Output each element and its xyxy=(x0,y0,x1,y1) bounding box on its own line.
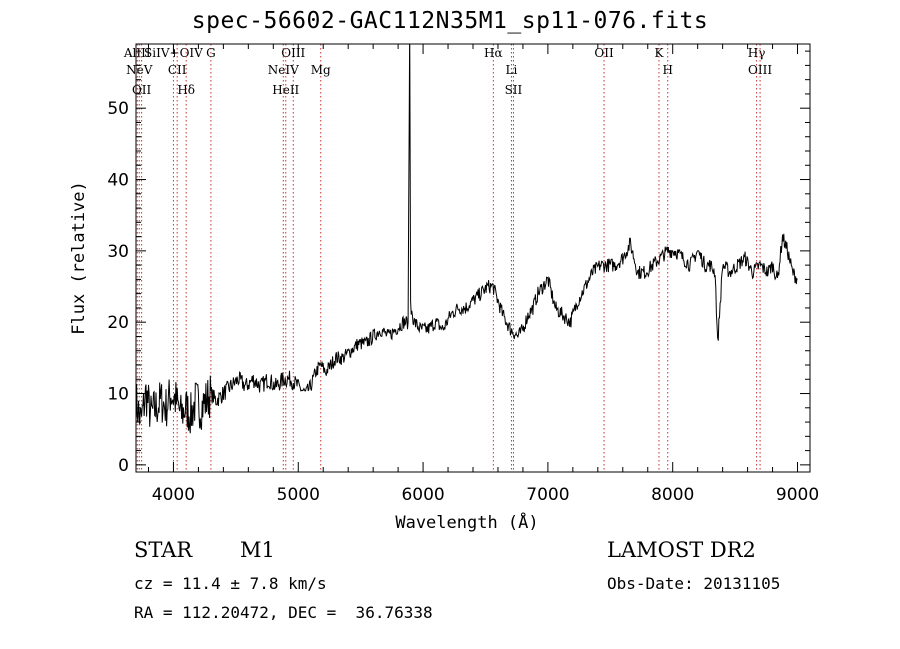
x-tick-label: 5000 xyxy=(277,485,320,505)
coordinates-readout: RA = 112.20472, DEC = 36.76338 xyxy=(134,603,433,622)
line-label: G xyxy=(206,46,216,60)
x-tick-label: 6000 xyxy=(401,485,444,505)
y-tick-label: 30 xyxy=(107,242,129,262)
line-label: OIII xyxy=(748,63,772,77)
line-label: AlIII xyxy=(123,46,151,60)
line-label: OIII xyxy=(281,46,305,60)
y-axis-label: Flux (relative) xyxy=(69,181,89,335)
object-class: STAR xyxy=(134,538,193,562)
x-tick-label: 9000 xyxy=(776,485,819,505)
line-label: Li xyxy=(506,63,518,77)
line-label: NeIV xyxy=(268,63,299,77)
line-label: OII xyxy=(132,83,152,97)
y-tick-label: 20 xyxy=(107,313,129,333)
obs-date: Obs-Date: 20131105 xyxy=(607,574,781,593)
y-tick-label: 10 xyxy=(107,385,129,405)
y-tick-label: 40 xyxy=(107,171,129,191)
line-label: CII xyxy=(168,63,187,77)
line-label: OII xyxy=(594,46,614,60)
x-tick-label: 4000 xyxy=(152,485,195,505)
line-label: Mg xyxy=(311,63,331,77)
chart-title: spec-56602-GAC112N35M1_sp11-076.fits xyxy=(191,8,709,34)
line-label: Hγ xyxy=(748,46,766,60)
redshift-readout: cz = 11.4 ± 7.8 km/s xyxy=(134,574,327,593)
line-label: HeII xyxy=(272,83,299,97)
line-label: Hδ xyxy=(177,83,195,97)
y-tick-label: 0 xyxy=(118,456,129,476)
plot-frame xyxy=(135,43,811,473)
spectrum-line xyxy=(136,44,798,434)
x-axis-label: Wavelength (Å) xyxy=(395,511,538,533)
y-tick-label: 50 xyxy=(107,99,129,119)
object-subclass: M1 xyxy=(240,538,275,562)
survey-name: LAMOST DR2 xyxy=(607,538,756,562)
line-label: NeV xyxy=(126,63,153,77)
line-label: SII xyxy=(505,83,523,97)
line-label: H xyxy=(662,63,672,77)
line-label: K xyxy=(654,46,664,60)
x-tick-label: 7000 xyxy=(526,485,569,505)
line-label: Hα xyxy=(484,46,503,60)
x-tick-label: 8000 xyxy=(651,485,694,505)
